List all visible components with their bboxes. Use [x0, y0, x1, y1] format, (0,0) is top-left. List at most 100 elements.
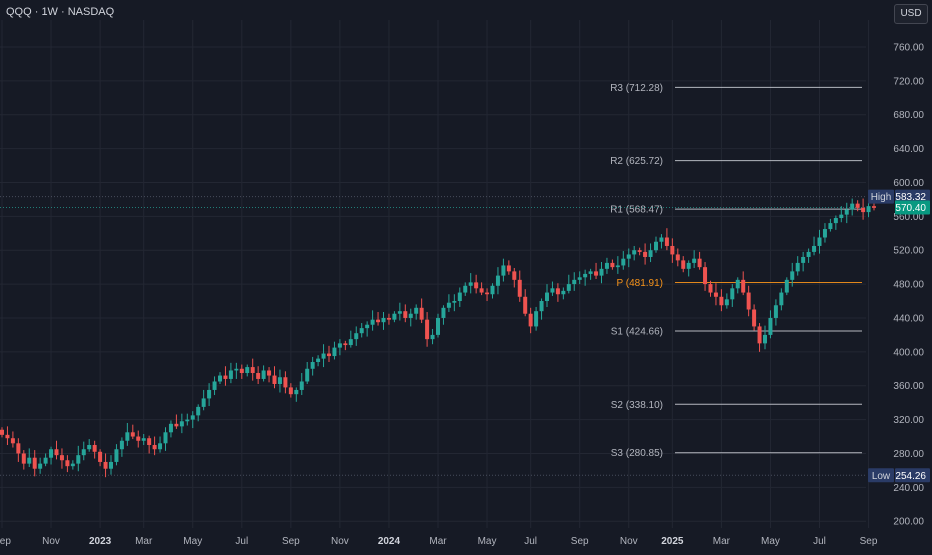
candle-body — [228, 370, 233, 379]
y-tick-label: 520.00 — [893, 246, 924, 257]
y-tick-label: 600.00 — [893, 178, 924, 189]
x-tick-label: Sep — [860, 536, 878, 547]
candle-body — [27, 457, 32, 464]
candle-body — [670, 245, 675, 255]
candle-body — [817, 237, 822, 246]
candle-body — [697, 258, 702, 268]
x-tick-label: 2023 — [89, 536, 112, 547]
candle-body — [866, 206, 871, 213]
x-tick-label: Sep — [282, 536, 300, 547]
candle-body — [0, 429, 4, 435]
x-tick-label: 2025 — [661, 536, 684, 547]
candle-body — [288, 387, 293, 395]
candle-body — [343, 343, 348, 346]
candle-body — [212, 381, 217, 390]
candle-body — [283, 377, 288, 388]
candle-body — [468, 282, 473, 286]
x-tick-label: Jul — [235, 536, 248, 547]
candle-body — [267, 370, 272, 376]
candle-body — [675, 254, 680, 261]
candle-body — [10, 438, 15, 444]
candle-body — [828, 223, 833, 230]
x-tick-label: Nov — [42, 536, 60, 547]
level-label-p: P (481.91) — [616, 278, 663, 289]
candles — [0, 198, 876, 478]
candle-body — [752, 309, 757, 327]
candle-body — [583, 273, 588, 278]
candle-body — [370, 319, 375, 325]
candle-body — [501, 265, 506, 276]
candle-body — [713, 292, 718, 297]
candle-body — [381, 317, 386, 323]
candle-body — [92, 445, 97, 452]
x-tick-label: Mar — [135, 536, 153, 547]
candle-body — [850, 203, 855, 210]
candle-body — [474, 282, 479, 289]
level-label-s1: S1 (424.66) — [611, 326, 663, 337]
candle-body — [703, 267, 708, 285]
candle-body — [430, 334, 435, 340]
candle-body — [256, 373, 261, 379]
y-tick-label: 680.00 — [893, 110, 924, 121]
candle-body — [479, 288, 484, 293]
candle-body — [310, 362, 315, 369]
candle-body — [654, 241, 658, 251]
candle-body — [724, 299, 729, 306]
candle-body — [223, 375, 228, 379]
candle-body — [163, 432, 168, 444]
y-tick-label: 720.00 — [893, 76, 924, 87]
candle-body — [87, 445, 92, 450]
candle-body — [337, 343, 342, 348]
y-axis: 760.00 720.00 680.00 640.00 600.00 560.00 520.… — [893, 42, 924, 527]
candle-body — [719, 296, 724, 306]
candle-body — [152, 445, 157, 450]
candle-body — [70, 463, 75, 467]
candle-body — [261, 370, 266, 379]
candle-body — [610, 262, 615, 268]
candle-body — [76, 455, 81, 464]
candle-body — [577, 277, 582, 280]
level-label-r3: R3 (712.28) — [610, 83, 663, 94]
candle-body — [114, 449, 119, 462]
candle-body — [408, 313, 413, 318]
y-tick-label: 440.00 — [893, 313, 924, 324]
candle-body — [446, 302, 451, 308]
y-tick-label: 280.00 — [893, 449, 924, 460]
y-tick-label: 640.00 — [893, 144, 924, 155]
candle-body — [833, 218, 838, 224]
last-price-badge-value: 570.40 — [895, 203, 926, 214]
candle-body — [795, 262, 800, 272]
candle-body — [528, 313, 533, 327]
candle-body — [686, 262, 691, 269]
candle-body — [844, 209, 849, 215]
candle-body — [5, 434, 10, 439]
candle-body — [403, 311, 408, 318]
candle-body — [626, 254, 631, 259]
candle-body — [109, 461, 113, 469]
x-tick-label: Jul — [813, 536, 826, 547]
candle-body — [648, 250, 653, 257]
y-tick-label: 240.00 — [893, 483, 924, 494]
candle-body — [746, 292, 751, 310]
level-label-s3: S3 (280.85) — [611, 448, 663, 459]
x-tick-label: Mar — [429, 536, 447, 547]
last-price-badge-bg — [895, 200, 930, 215]
candle-body — [643, 251, 648, 257]
candle-body — [561, 290, 566, 295]
candle-body — [763, 334, 767, 344]
candle-body — [190, 415, 195, 420]
candle-body — [130, 432, 135, 437]
candle-body — [632, 250, 637, 255]
candle-body — [539, 301, 544, 312]
high-badge-value: 583.32 — [895, 192, 926, 203]
candle-body — [566, 284, 571, 291]
currency-button[interactable]: USD — [894, 4, 928, 24]
x-tick-label: Sep — [0, 536, 11, 547]
x-tick-label: Jul — [524, 536, 537, 547]
candle-body — [681, 260, 686, 269]
candle-body — [141, 438, 146, 441]
candle-body — [16, 443, 21, 454]
candle-body — [38, 463, 43, 469]
high-badge-label: High — [871, 192, 892, 203]
